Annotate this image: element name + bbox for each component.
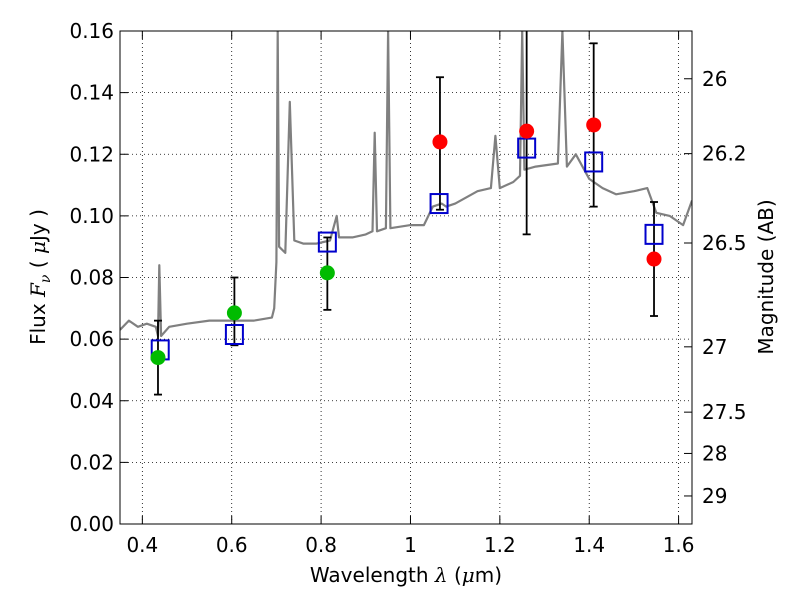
mag-tick-label: 27 <box>702 335 727 359</box>
x-tick-label: 0.8 <box>305 533 337 557</box>
x-axis-label: Wavelength λ (μm) <box>310 563 502 587</box>
y2-axis-label: Magnitude (AB) <box>754 199 778 354</box>
observed-point <box>319 265 335 281</box>
model-point <box>429 193 449 215</box>
mag-tick-label: 29 <box>702 484 727 508</box>
observed-point <box>519 123 535 139</box>
y-tick-label: 0.10 <box>69 204 114 228</box>
mag-tick-label: 26.2 <box>702 142 747 166</box>
y-axis-label: Flux Fν ( μJy ) <box>26 209 54 345</box>
observed-point <box>432 134 448 150</box>
x-tick-label: 1.4 <box>573 533 605 557</box>
observed-point <box>646 251 662 267</box>
spectrum-line <box>120 31 692 338</box>
x-tick-label: 0.6 <box>216 533 248 557</box>
mag-tick-label: 26.5 <box>702 231 747 255</box>
y-tick-label: 0.04 <box>69 389 114 413</box>
mag-tick-label: 28 <box>702 441 727 465</box>
y-tick-label: 0.02 <box>69 450 114 474</box>
mag-tick-label: 26 <box>702 67 727 91</box>
plot-area <box>120 31 692 338</box>
x-tick-label: 1.6 <box>663 533 695 557</box>
mag-tick-label: 27.5 <box>702 400 747 424</box>
observed-point <box>226 305 242 321</box>
model-point <box>317 231 337 253</box>
y-tick-label: 0.06 <box>69 327 114 351</box>
y-tick-label: 0.12 <box>69 142 114 166</box>
x-tick-label: 1.2 <box>484 533 516 557</box>
x-tick-label: 0.4 <box>126 533 158 557</box>
x-tick-label: 1 <box>404 533 417 557</box>
markers <box>150 117 664 366</box>
y-tick-label: 0.14 <box>69 81 114 105</box>
observed-point <box>150 350 166 366</box>
axis-ticks: 0.4 0.6 0.8 1 1.2 1.4 1.6 0.00 0.02 0.04 0.06 0.08 0… <box>69 19 746 557</box>
model-point <box>644 223 664 245</box>
model-point <box>584 151 604 173</box>
y-tick-label: 0.16 <box>69 19 114 43</box>
y-tick-label: 0.08 <box>69 266 114 290</box>
model-point <box>224 324 244 346</box>
observed-point <box>586 117 602 133</box>
y-tick-label: 0.00 <box>69 512 114 536</box>
